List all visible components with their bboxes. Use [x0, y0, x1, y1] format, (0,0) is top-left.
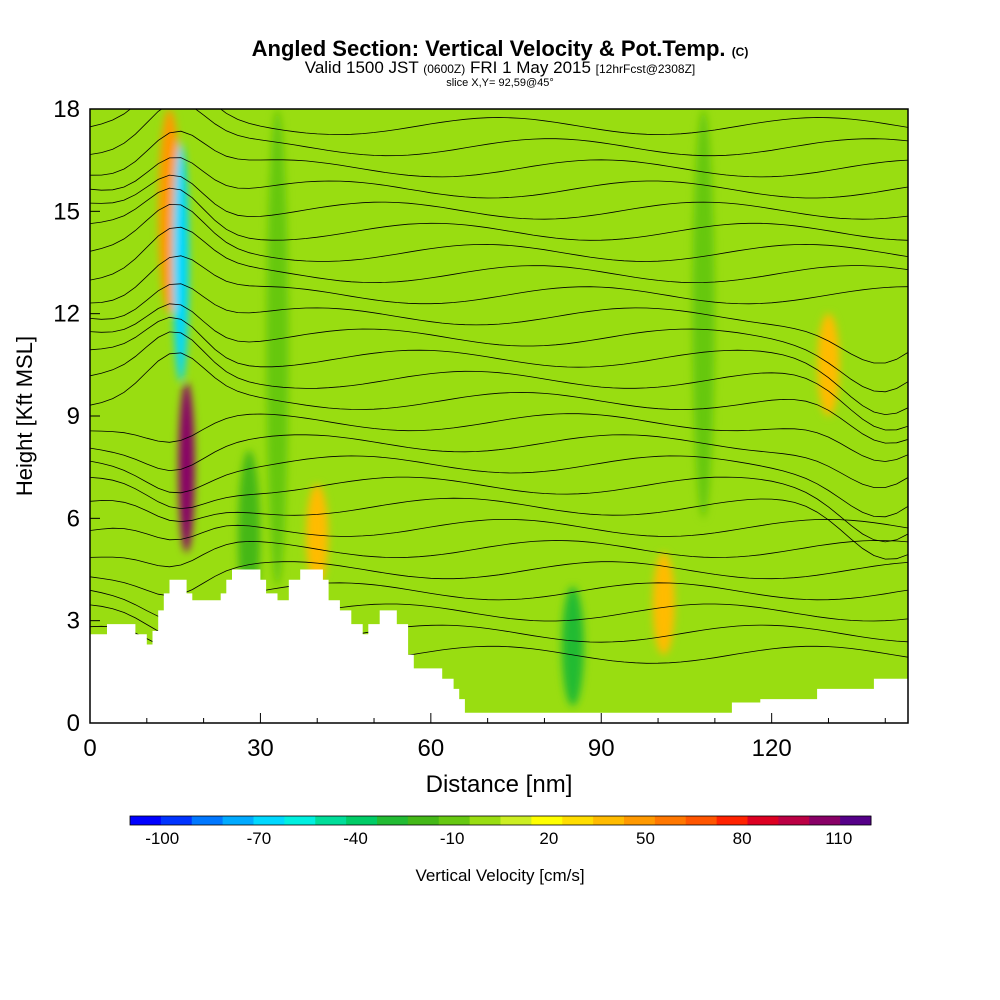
- x-tick-label-0: 0: [83, 735, 96, 762]
- velocity-feature-7: [266, 109, 289, 587]
- chart-subtitle: Valid 1500 JST (0600Z) FRI 1 May 2015 [1…: [304, 58, 696, 77]
- velocity-feature-8: [561, 586, 584, 706]
- isentrope-16: [90, 283, 908, 364]
- colorbar-tick-label: -70: [247, 829, 272, 848]
- pot-temp-contours: [90, 109, 908, 667]
- isentrope-14: [90, 316, 908, 416]
- colorbar-swatch-2: [191, 816, 224, 825]
- isentrope-8: [90, 476, 908, 543]
- velocity-feature-5: [817, 313, 840, 417]
- colorbar-swatch-20: [747, 816, 779, 825]
- colorbar-swatch-17: [654, 816, 687, 825]
- colorbar-label: Vertical Velocity [cm/s]: [415, 866, 584, 885]
- isentrope-9: [90, 455, 908, 518]
- colorbar-swatch-8: [377, 816, 409, 825]
- isentrope-7: [90, 497, 908, 560]
- colorbar-swatch-3: [222, 816, 254, 825]
- isentrope-17: [90, 255, 908, 305]
- y-tick-label-12: 12: [53, 301, 80, 328]
- colorbar-swatch-5: [284, 816, 316, 825]
- terrain: [90, 569, 908, 723]
- isentrope-6: [90, 518, 908, 541]
- colorbar-tick-label: -40: [343, 829, 368, 848]
- colorbar-swatch-4: [253, 816, 285, 825]
- colorbar-swatch-9: [407, 816, 440, 825]
- y-tick-label-9: 9: [67, 403, 80, 430]
- colorbar-swatch-18: [685, 816, 718, 825]
- velocity-feature-9: [692, 109, 715, 519]
- colorbar-tick-label: -100: [145, 829, 179, 848]
- x-tick-label-120: 120: [752, 735, 792, 762]
- colorbar-swatch-1: [160, 816, 193, 825]
- y-tick-label-0: 0: [67, 710, 80, 737]
- y-tick-label-18: 18: [53, 96, 80, 123]
- colorbar-swatch-10: [438, 816, 471, 825]
- slice-info: slice X,Y= 92,59@45°: [446, 77, 554, 89]
- colorbar-swatch-11: [469, 816, 501, 825]
- colorbar-tick-label: 50: [636, 829, 655, 848]
- velocity-feature-4: [652, 552, 675, 655]
- colorbar-swatch-0: [130, 816, 162, 825]
- x-tick-label-60: 60: [417, 735, 444, 762]
- colorbar-swatch-23: [840, 816, 872, 825]
- colorbar-swatch-16: [624, 816, 656, 825]
- x-axis-label: Distance [nm]: [426, 771, 573, 798]
- isentrope-23: [90, 130, 908, 178]
- velocity-feature-2: [172, 143, 189, 382]
- velocity-features: [158, 109, 840, 706]
- colorbar-swatch-15: [593, 816, 625, 825]
- colorbar-tick-label: 110: [825, 829, 852, 848]
- colorbar-swatch-12: [500, 816, 532, 825]
- isentrope-13: [90, 331, 908, 431]
- isentrope-22: [90, 157, 908, 199]
- colorbar-swatch-22: [809, 816, 841, 825]
- colorbar-tick-label: 80: [733, 829, 752, 848]
- colorbar-swatch-19: [716, 816, 748, 825]
- isentrope-18: [90, 226, 908, 284]
- isentrope-11: [90, 413, 908, 462]
- colorbar-swatch-14: [562, 816, 594, 825]
- x-tick-label-90: 90: [588, 735, 615, 762]
- isentrope-24: [90, 109, 908, 157]
- isentrope-25: [90, 109, 908, 136]
- isentrope-15: [90, 303, 908, 393]
- colorbar-frame: [129, 815, 872, 826]
- isentrope-19: [90, 203, 908, 262]
- title-mark: (C): [731, 45, 749, 59]
- isentrope-5: [90, 540, 908, 568]
- colorbar-tick-label: 20: [539, 829, 558, 848]
- colorbar-swatch-6: [315, 816, 347, 825]
- colorbar-swatch-21: [778, 816, 810, 825]
- y-tick-label-3: 3: [67, 608, 80, 635]
- isentrope-20: [90, 187, 908, 241]
- y-tick-label-15: 15: [53, 198, 80, 225]
- y-axis-label: Height [Kft MSL]: [12, 336, 37, 496]
- colorbar-tick-label: -10: [440, 829, 465, 848]
- colorbar: -100 -70 -40 -10 20 50 80 110: [129, 815, 872, 848]
- axes: 0 30 60 90 120 0 3 6 9 12 15 18: [53, 96, 886, 762]
- isentrope-10: [90, 434, 908, 488]
- isentrope-12: [90, 352, 908, 444]
- isentrope-21: [90, 174, 908, 220]
- y-tick-label-6: 6: [67, 505, 80, 532]
- colorbar-swatch-13: [531, 816, 563, 825]
- chart-title: Angled Section: Vertical Velocity & Pot.…: [251, 36, 749, 61]
- isentrope-4: [90, 561, 908, 597]
- colorbar-swatch-7: [346, 816, 378, 825]
- x-tick-label-30: 30: [247, 735, 274, 762]
